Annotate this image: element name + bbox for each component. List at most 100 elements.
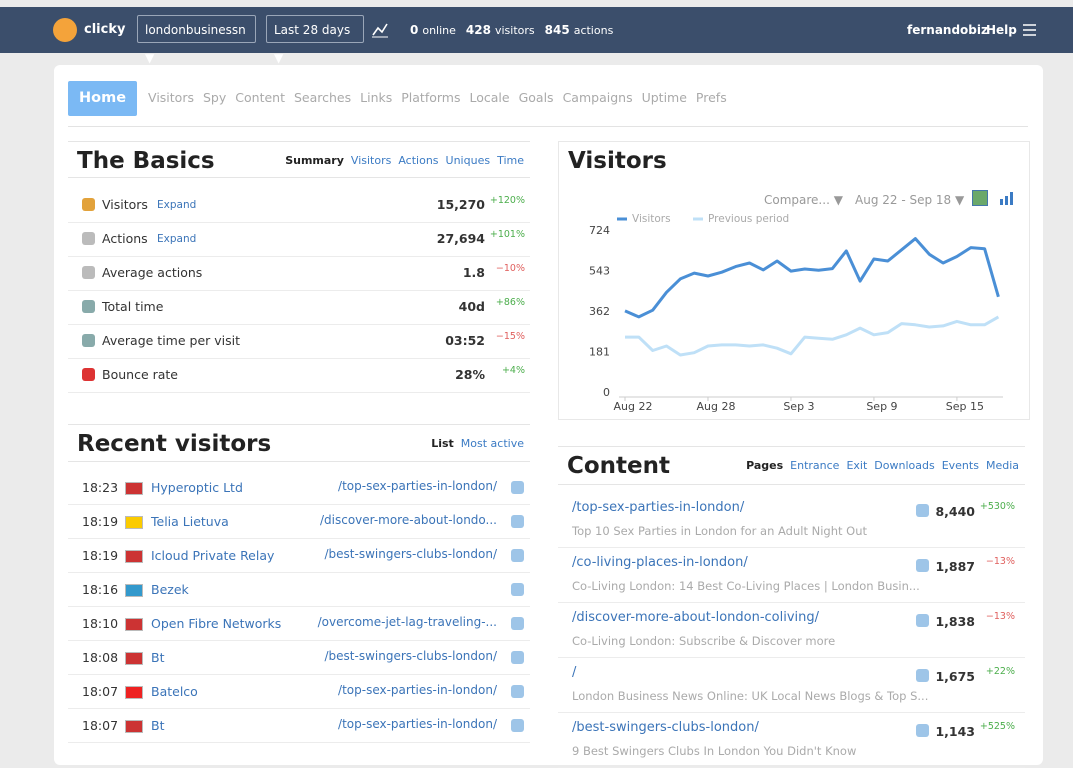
visitor-name[interactable]: Icloud Private Relay <box>151 548 275 563</box>
open-icon[interactable] <box>916 504 929 517</box>
page-path[interactable]: / <box>572 665 577 680</box>
tab[interactable]: Media <box>985 459 1019 472</box>
tab[interactable]: Most active <box>460 437 524 450</box>
nav-tab[interactable]: Links <box>360 90 393 105</box>
tab[interactable]: Entrance <box>790 459 840 472</box>
expand-link[interactable]: Expand <box>157 199 197 211</box>
row-value: 1.8 <box>462 265 485 280</box>
tab[interactable]: Visitors <box>350 154 392 167</box>
site-select[interactable]: londonbusinessn ▼ <box>137 15 256 65</box>
visitor-path[interactable]: /best-swingers-clubs-london/ <box>324 649 497 663</box>
tab[interactable]: Exit <box>846 459 868 472</box>
nav-tab[interactable]: Content <box>235 90 285 105</box>
user[interactable]: fernandobiz <box>907 23 988 37</box>
range-select[interactable]: Last 28 days ▼ <box>266 15 364 65</box>
compare-control[interactable]: Compare... ▼ <box>764 193 843 207</box>
nav-tab[interactable]: Platforms <box>401 90 461 105</box>
visit-time: 18:19 <box>82 514 119 529</box>
visitor-name[interactable]: Telia Lietuva <box>151 514 229 529</box>
x-tick-label: Aug 22 <box>614 400 653 413</box>
recent-panel: Recent visitors List Most active 18:23 Hyp… <box>68 424 530 755</box>
basics-row: Actions Expand 27,694 +101% <box>68 222 530 257</box>
open-icon[interactable] <box>511 481 524 494</box>
tab[interactable]: Downloads <box>874 459 935 472</box>
export-icon[interactable] <box>972 190 988 206</box>
open-icon[interactable] <box>511 719 524 732</box>
open-icon[interactable] <box>511 617 524 630</box>
visitor-name[interactable]: Batelco <box>151 684 198 699</box>
page-path[interactable]: /best-swingers-clubs-london/ <box>572 720 759 735</box>
page-path[interactable]: /co-living-places-in-london/ <box>572 555 748 570</box>
visitor-name[interactable]: Open Fibre Networks <box>151 616 282 631</box>
tab[interactable]: Events <box>941 459 979 472</box>
panel-title: Visitors <box>568 148 667 174</box>
tabs: Summary Visitors Actions Uniques Time <box>278 154 524 167</box>
nav-tab[interactable]: Searches <box>293 90 352 105</box>
visitor-path[interactable]: /top-sex-parties-in-london/ <box>338 717 497 731</box>
graph-icon[interactable] <box>371 21 389 39</box>
visitor-path[interactable]: /overcome-jet-lag-traveling-... <box>317 615 497 629</box>
open-icon[interactable] <box>916 614 929 627</box>
logo-icon[interactable] <box>53 18 77 42</box>
open-icon[interactable] <box>916 724 929 737</box>
expand-link[interactable]: Expand <box>157 233 197 245</box>
page-path[interactable]: /discover-more-about-london-coliving/ <box>572 610 820 625</box>
panel-title: Recent visitors <box>77 431 272 457</box>
nav-tab[interactable]: Uptime <box>641 90 687 105</box>
open-icon[interactable] <box>511 549 524 562</box>
nav-tab[interactable]: Prefs <box>695 90 727 105</box>
visitor-name[interactable]: Hyperoptic Ltd <box>151 480 243 495</box>
nav-tab[interactable]: Campaigns <box>562 90 633 105</box>
tab[interactable]: Time <box>497 154 524 167</box>
date-control[interactable]: Aug 22 - Sep 18 ▼ <box>855 193 965 207</box>
y-tick-label: 181 <box>589 346 610 359</box>
menu-icon[interactable] <box>1023 24 1037 36</box>
open-icon[interactable] <box>916 559 929 572</box>
visitor-path[interactable]: /top-sex-parties-in-london/ <box>338 479 497 493</box>
tab[interactable]: Uniques <box>445 154 491 167</box>
row-icon <box>82 198 95 211</box>
stat-label: visitors <box>494 24 535 37</box>
tab[interactable]: Actions <box>398 154 439 167</box>
open-icon[interactable] <box>511 583 524 596</box>
help[interactable]: Help <box>986 23 1017 37</box>
nav-tab[interactable]: Goals <box>518 90 554 105</box>
open-icon[interactable] <box>511 685 524 698</box>
visitor-name[interactable]: Bt <box>151 650 165 665</box>
row-icon <box>82 368 95 381</box>
visitor-name[interactable]: Bezek <box>151 582 189 597</box>
nav-tab[interactable]: Visitors <box>148 90 194 105</box>
open-icon[interactable] <box>511 651 524 664</box>
visitor-path[interactable]: /best-swingers-clubs-london/ <box>324 547 497 561</box>
tab[interactable]: List <box>431 437 454 450</box>
y-tick-label: 724 <box>589 224 610 237</box>
row-value: 03:52 <box>445 333 485 348</box>
nav-tab[interactable]: Home <box>68 81 138 116</box>
content-row: /best-swingers-clubs-london/9 Best Swing… <box>558 712 1025 768</box>
row-label: Average actions <box>102 265 203 280</box>
visitor-path[interactable]: /discover-more-about-londo... <box>319 513 497 527</box>
main-card <box>54 65 1043 765</box>
open-icon[interactable] <box>511 515 524 528</box>
page-desc: London Business News Online: UK Local Ne… <box>572 689 929 703</box>
visitor-path[interactable]: /top-sex-parties-in-london/ <box>338 683 497 697</box>
tab[interactable]: Pages <box>746 459 784 472</box>
stats: 0 online 428 visitors 845 actions <box>410 23 623 37</box>
flag <box>125 516 143 529</box>
visitor-row: 18:10 Open Fibre Networks/overcome-jet-la… <box>68 606 530 641</box>
page-value: 1,143 <box>935 724 975 739</box>
nav-tab[interactable]: Locale <box>469 90 510 105</box>
visitor-row: 18:23 Hyperoptic Ltd/top-sex-parties-in-l… <box>68 470 530 505</box>
page-desc: Co-Living London: Subscribe & Discover m… <box>572 634 836 648</box>
tab[interactable]: Summary <box>285 154 344 167</box>
nav-tab[interactable]: Spy <box>202 90 227 105</box>
bar-icon[interactable] <box>999 190 1017 206</box>
page-path[interactable]: /top-sex-parties-in-london/ <box>572 500 745 515</box>
visitor-name[interactable]: Bt <box>151 718 165 733</box>
logo[interactable]: clicky <box>84 22 126 37</box>
content-row: /co-living-places-in-london/Co-Living Lo… <box>558 547 1025 603</box>
row-icon <box>82 334 95 347</box>
open-icon[interactable] <box>916 669 929 682</box>
visitor-row: 18:16 Bezek <box>68 572 530 607</box>
page-value: 1,838 <box>935 614 975 629</box>
